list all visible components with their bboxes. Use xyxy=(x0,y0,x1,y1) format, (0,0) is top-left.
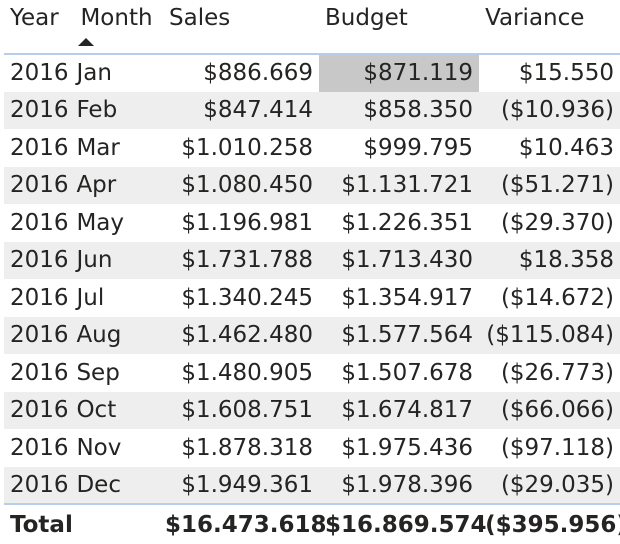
cell-variance[interactable]: ($97.118) xyxy=(500,434,614,461)
total-row: Total $16.473.618 $16.869.574 ($395.956) xyxy=(4,503,620,544)
cell-sales[interactable]: $847.414 xyxy=(159,91,320,129)
cell-year[interactable]: 2016 xyxy=(10,284,69,311)
cell-budget[interactable]: $1.975.436 xyxy=(341,434,474,461)
table-row[interactable]: 2016 Aug $1.462.480 $1.577.564 ($115.084) xyxy=(4,316,620,354)
cell-budget[interactable]: $999.795 xyxy=(363,134,474,161)
table-row[interactable]: 2016 Dec $1.949.361 $1.978.396 ($29.035) xyxy=(4,466,620,504)
cell-variance[interactable]: ($10.936) xyxy=(479,91,620,129)
column-header-sales[interactable]: Sales xyxy=(159,0,320,55)
table-row[interactable]: 2016 Apr $1.080.450 $1.131.721 ($51.271) xyxy=(4,166,620,204)
cell-sales[interactable]: $1.878.318 xyxy=(181,434,314,461)
cell-month[interactable]: Jun xyxy=(74,241,159,279)
column-header-month-label: Month xyxy=(80,5,153,31)
cell-year[interactable]: 2016 xyxy=(4,91,75,129)
cell-year[interactable]: 2016 xyxy=(10,434,69,461)
cell-year[interactable]: 2016 xyxy=(10,134,69,161)
cell-sales[interactable]: $1.196.981 xyxy=(181,209,314,236)
cell-month[interactable]: Nov xyxy=(76,434,122,461)
cell-year[interactable]: 2016 xyxy=(10,209,69,236)
cell-variance[interactable]: $10.463 xyxy=(518,134,614,161)
table-row[interactable]: 2016 Sep $1.480.905 $1.507.678 ($26.773) xyxy=(4,354,620,392)
cell-year[interactable]: 2016 xyxy=(4,166,75,204)
cell-variance[interactable]: $15.550 xyxy=(518,60,614,87)
cell-budget[interactable]: $1.131.721 xyxy=(319,166,480,204)
cell-sales[interactable]: $1.731.788 xyxy=(159,241,320,279)
cell-budget[interactable]: $1.978.396 xyxy=(319,466,480,504)
cell-variance[interactable]: ($115.084) xyxy=(479,316,620,354)
cell-sales[interactable]: $886.669 xyxy=(203,60,314,87)
cell-variance[interactable]: ($29.370) xyxy=(500,209,614,236)
cell-variance[interactable]: ($26.773) xyxy=(500,359,614,386)
table-row[interactable]: 2016 Mar $1.010.258 $999.795 $10.463 xyxy=(4,129,620,167)
cell-sales[interactable]: $1.949.361 xyxy=(159,466,320,504)
total-sales[interactable]: $16.473.618 xyxy=(159,503,327,544)
cell-sales[interactable]: $1.010.258 xyxy=(181,134,314,161)
header-row: Year Month Sales Budget Variance xyxy=(4,0,620,55)
cell-budget[interactable]: $1.507.678 xyxy=(341,359,474,386)
cell-month[interactable]: Jul xyxy=(76,284,105,311)
cell-year[interactable]: 2016 xyxy=(4,316,75,354)
cell-month[interactable]: Feb xyxy=(74,91,159,129)
cell-budget[interactable]: $1.226.351 xyxy=(341,209,474,236)
table-row[interactable]: 2016 Jun $1.731.788 $1.713.430 $18.358 xyxy=(4,241,620,279)
cell-month[interactable]: Aug xyxy=(74,316,159,354)
table-row[interactable]: 2016 Jan $886.669 $871.119 $15.550 xyxy=(4,54,620,92)
table-row[interactable]: 2016 Oct $1.608.751 $1.674.817 ($66.066) xyxy=(4,391,620,429)
cell-year[interactable]: 2016 xyxy=(10,60,69,87)
cell-sales[interactable]: $1.340.245 xyxy=(181,284,314,311)
cell-variance[interactable]: ($51.271) xyxy=(479,166,620,204)
total-label: Total xyxy=(4,503,159,544)
cell-variance[interactable]: ($29.035) xyxy=(479,466,620,504)
table-row[interactable]: 2016 May $1.196.981 $1.226.351 ($29.370) xyxy=(4,204,620,242)
cell-variance[interactable]: $18.358 xyxy=(479,241,620,279)
cell-sales[interactable]: $1.462.480 xyxy=(159,316,320,354)
cell-sales[interactable]: $1.608.751 xyxy=(159,391,320,429)
column-header-variance[interactable]: Variance xyxy=(479,0,620,55)
table-row[interactable]: 2016 Feb $847.414 $858.350 ($10.936) xyxy=(4,91,620,129)
column-header-budget[interactable]: Budget xyxy=(319,0,480,55)
column-header-year[interactable]: Year xyxy=(4,0,75,55)
cell-budget[interactable]: $1.354.917 xyxy=(341,284,474,311)
cell-year[interactable]: 2016 xyxy=(4,391,75,429)
cell-year[interactable]: 2016 xyxy=(10,359,69,386)
cell-month[interactable]: Dec xyxy=(74,466,159,504)
cell-sales[interactable]: $1.080.450 xyxy=(159,166,320,204)
table-row[interactable]: 2016 Nov $1.878.318 $1.975.436 ($97.118) xyxy=(4,429,620,467)
cell-year[interactable]: 2016 xyxy=(4,466,75,504)
cell-budget[interactable]: $871.119 xyxy=(319,54,480,92)
cell-variance[interactable]: ($14.672) xyxy=(500,284,614,311)
cell-sales[interactable]: $1.480.905 xyxy=(181,359,314,386)
column-header-month[interactable]: Month xyxy=(74,0,159,55)
cell-month[interactable]: Jan xyxy=(76,60,112,87)
total-variance[interactable]: ($395.956) xyxy=(479,503,620,544)
cell-year[interactable]: 2016 xyxy=(4,241,75,279)
cell-month[interactable]: Oct xyxy=(74,391,159,429)
cell-budget[interactable]: $1.577.564 xyxy=(319,316,480,354)
cell-month[interactable]: May xyxy=(76,209,125,236)
cell-budget[interactable]: $1.674.817 xyxy=(319,391,480,429)
cell-budget[interactable]: $858.350 xyxy=(319,91,480,129)
cell-variance[interactable]: ($66.066) xyxy=(479,391,620,429)
sort-ascending-icon xyxy=(78,38,95,46)
cell-month[interactable]: Sep xyxy=(76,359,120,386)
cell-month[interactable]: Mar xyxy=(76,134,120,161)
table-row[interactable]: 2016 Jul $1.340.245 $1.354.917 ($14.672) xyxy=(4,279,620,317)
cell-budget[interactable]: $1.713.430 xyxy=(319,241,480,279)
total-budget[interactable]: $16.869.574 xyxy=(319,503,487,544)
cell-month[interactable]: Apr xyxy=(74,166,159,204)
sales-budget-table: Year Month Sales Budget Variance 2016 Jan… xyxy=(4,0,620,544)
table-body: 2016 Jan $886.669 $871.119 $15.550 2016 Feb $84… xyxy=(4,54,620,504)
